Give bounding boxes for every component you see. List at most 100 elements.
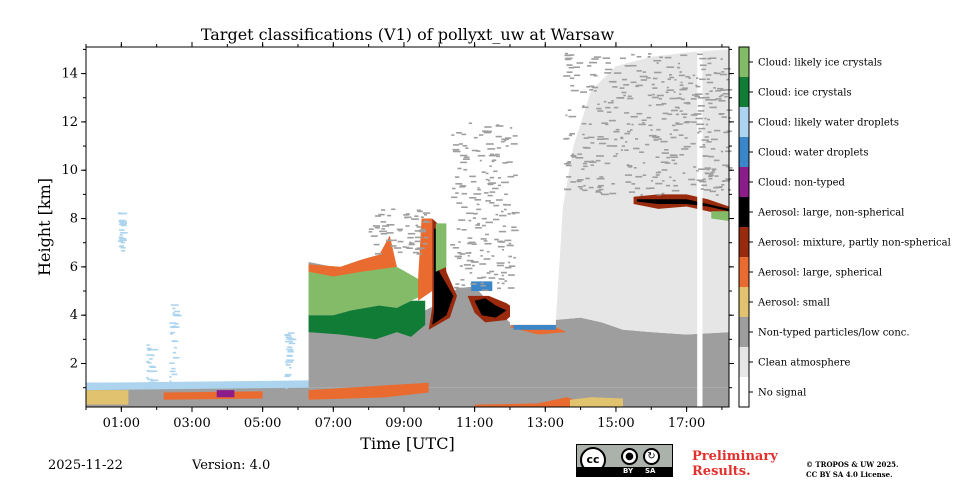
speckle-mark — [596, 138, 604, 140]
speckle-mark — [688, 178, 696, 181]
speckle-mark — [590, 164, 594, 166]
region-cloud-non-typed — [216, 390, 235, 398]
region-cloud-water-droplets — [513, 324, 556, 330]
speckle-mark — [422, 242, 428, 245]
x-axis-label: Time [UTC] — [360, 434, 454, 453]
speckle-mark — [173, 357, 180, 359]
speckle-mark — [456, 257, 462, 260]
region-aerosol-small — [86, 390, 129, 405]
speckle-mark — [458, 219, 466, 221]
speckle-mark — [609, 192, 617, 195]
speckle-mark — [624, 132, 631, 135]
speckle-mark — [121, 222, 127, 224]
speckle-mark — [642, 162, 646, 164]
speckle-mark — [723, 180, 730, 182]
speckle-mark — [570, 181, 577, 183]
speckle-mark — [683, 121, 690, 124]
speckle-mark — [567, 161, 571, 163]
speckle-mark — [146, 370, 150, 372]
speckle-mark — [417, 210, 423, 213]
speckle-mark — [675, 113, 680, 116]
speckle-mark — [605, 62, 611, 64]
speckle-mark — [511, 226, 517, 228]
speckle-mark — [146, 360, 150, 363]
speckle-mark — [171, 340, 177, 342]
speckle-mark — [587, 65, 592, 67]
speckle-mark — [390, 245, 397, 247]
legend-frame — [738, 46, 750, 408]
speckle-mark — [405, 213, 410, 215]
speckle-mark — [706, 168, 710, 171]
speckle-mark — [597, 186, 602, 189]
speckle-mark — [393, 239, 397, 242]
speckle-mark — [288, 342, 296, 345]
speckle-mark — [661, 103, 664, 106]
speckle-mark — [673, 91, 676, 93]
speckle-mark — [725, 178, 732, 180]
speckle-mark — [451, 196, 458, 199]
speckle-mark — [683, 145, 691, 148]
speckle-mark — [485, 200, 491, 202]
speckle-mark — [599, 142, 607, 145]
speckle-mark — [656, 62, 659, 64]
speckle-mark — [593, 56, 602, 58]
speckle-mark — [452, 148, 460, 151]
speckle-mark — [459, 287, 466, 290]
speckle-mark — [497, 245, 505, 248]
speckle-mark — [386, 232, 394, 234]
legend-swatch-cloud-likely-water-droplets — [739, 107, 749, 137]
speckle-mark — [638, 123, 646, 126]
speckle-mark — [673, 184, 678, 187]
speckle-mark — [370, 235, 378, 237]
x-tick-label: 03:00 — [173, 416, 210, 431]
speckle-mark — [286, 354, 293, 357]
speckle-mark — [570, 154, 577, 157]
speckle-mark — [566, 162, 572, 164]
speckle-mark — [670, 156, 679, 158]
speckle-mark — [708, 175, 713, 178]
speckle-mark — [285, 364, 291, 366]
speckle-mark — [626, 123, 631, 125]
speckle-mark — [591, 86, 599, 89]
speckle-mark — [477, 277, 483, 279]
speckle-mark — [498, 278, 502, 280]
speckle-mark — [119, 220, 128, 223]
speckle-mark — [172, 351, 177, 354]
speckle-mark — [507, 175, 515, 178]
speckle-mark — [501, 271, 507, 274]
speckle-mark — [577, 186, 583, 188]
speckle-mark — [147, 370, 155, 373]
speckle-mark — [721, 116, 727, 118]
copyright-notice: © TROPOS & UW 2025. CC BY SA 4.0 License… — [806, 460, 899, 479]
speckle-mark — [288, 349, 294, 351]
speckle-mark — [596, 189, 600, 192]
speckle-mark — [472, 264, 475, 267]
speckle-mark — [150, 366, 157, 368]
speckle-mark — [661, 169, 668, 171]
speckle-mark — [697, 105, 705, 107]
speckle-mark — [620, 136, 624, 139]
speckle-mark — [673, 129, 679, 131]
speckle-mark — [496, 124, 500, 126]
speckle-mark — [416, 209, 421, 212]
speckle-mark — [501, 282, 505, 285]
speckle-mark — [586, 86, 591, 88]
speckle-mark — [409, 242, 415, 245]
speckle-mark — [497, 177, 502, 179]
speckle-mark — [398, 229, 402, 232]
speckle-mark — [639, 151, 644, 153]
speckle-mark — [408, 243, 415, 246]
speckle-mark — [664, 149, 669, 151]
speckle-mark — [503, 203, 506, 206]
speckle-mark — [461, 284, 466, 286]
speckle-mark — [700, 64, 707, 67]
speckle-mark — [118, 212, 124, 215]
speckle-mark — [669, 97, 677, 100]
speckle-mark — [381, 228, 386, 230]
speckle-mark — [368, 228, 374, 230]
speckle-mark — [571, 153, 574, 156]
speckle-mark — [666, 86, 669, 89]
speckle-mark — [723, 68, 731, 70]
speckle-mark — [718, 95, 722, 98]
speckle-mark — [624, 65, 631, 67]
